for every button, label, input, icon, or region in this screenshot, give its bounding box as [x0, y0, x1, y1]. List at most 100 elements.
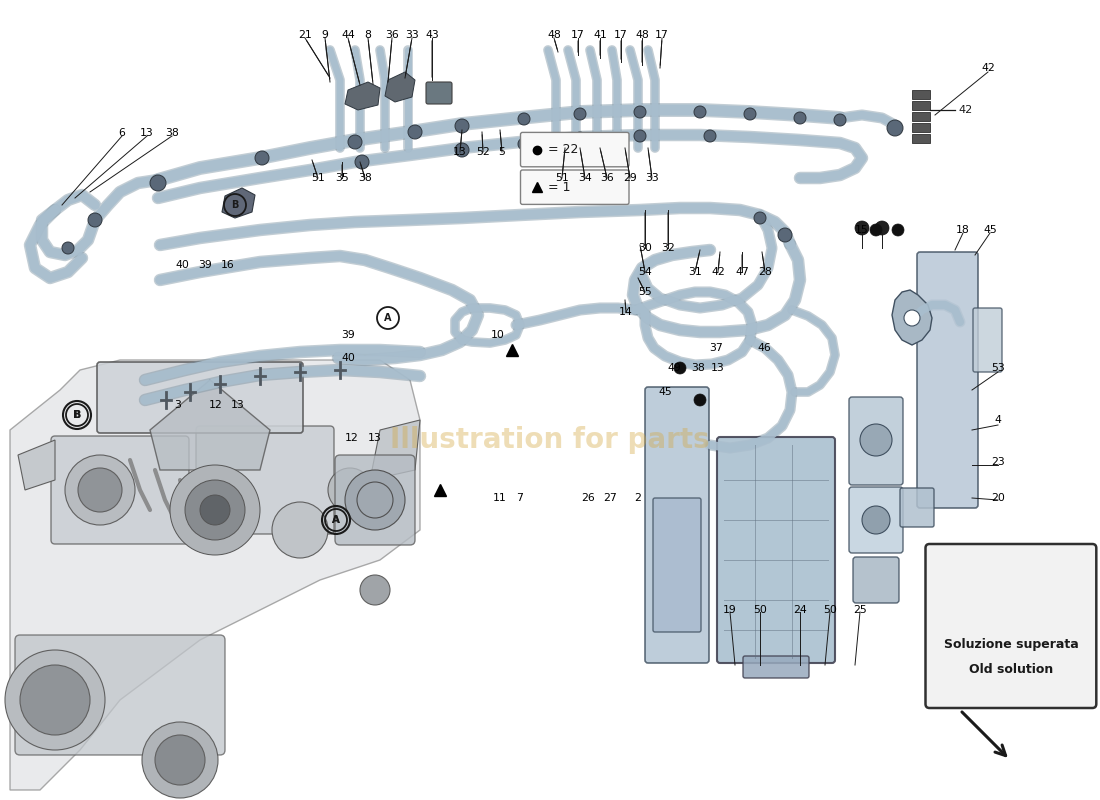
Text: 47: 47	[735, 267, 749, 277]
Circle shape	[574, 132, 586, 144]
Text: 5: 5	[498, 147, 505, 157]
Polygon shape	[370, 420, 420, 480]
FancyBboxPatch shape	[196, 426, 334, 534]
Text: 9: 9	[321, 30, 329, 40]
Text: Old solution: Old solution	[969, 663, 1053, 676]
Text: 16: 16	[221, 260, 235, 270]
Circle shape	[360, 575, 390, 605]
FancyBboxPatch shape	[336, 455, 415, 545]
Text: 3: 3	[175, 400, 182, 410]
Circle shape	[255, 151, 270, 165]
Circle shape	[185, 480, 245, 540]
Circle shape	[170, 465, 260, 555]
Text: 8: 8	[364, 30, 372, 40]
Circle shape	[142, 722, 218, 798]
FancyBboxPatch shape	[742, 656, 808, 678]
Circle shape	[150, 175, 166, 191]
Text: 13: 13	[368, 433, 382, 443]
Bar	[912, 90, 930, 99]
Circle shape	[634, 106, 646, 118]
FancyBboxPatch shape	[520, 170, 629, 204]
Circle shape	[200, 495, 230, 525]
Text: 44: 44	[341, 30, 355, 40]
Circle shape	[518, 138, 530, 150]
Circle shape	[862, 506, 890, 534]
Text: 27: 27	[603, 493, 617, 503]
Text: 17: 17	[614, 30, 628, 40]
Circle shape	[704, 130, 716, 142]
Text: 13: 13	[453, 147, 466, 157]
Text: 26: 26	[581, 493, 595, 503]
Circle shape	[345, 470, 405, 530]
Polygon shape	[18, 440, 55, 490]
Text: 45: 45	[983, 225, 997, 235]
Text: 17: 17	[571, 30, 585, 40]
Text: 43: 43	[425, 30, 439, 40]
Text: 40: 40	[175, 260, 189, 270]
Text: 40: 40	[341, 353, 355, 363]
Text: 33: 33	[405, 30, 419, 40]
Text: 6: 6	[119, 128, 125, 138]
FancyBboxPatch shape	[717, 437, 835, 663]
Circle shape	[874, 221, 889, 235]
Text: 52: 52	[476, 147, 490, 157]
Polygon shape	[150, 380, 270, 470]
Circle shape	[455, 143, 469, 157]
Text: = 22: = 22	[549, 143, 579, 156]
Polygon shape	[385, 72, 415, 102]
Text: 19: 19	[723, 605, 737, 615]
Text: 39: 39	[198, 260, 212, 270]
Text: 53: 53	[991, 363, 1005, 373]
Text: = 1: = 1	[549, 181, 571, 194]
Circle shape	[62, 242, 74, 254]
Circle shape	[355, 155, 368, 169]
Circle shape	[574, 108, 586, 120]
Text: 20: 20	[991, 493, 1005, 503]
Text: 10: 10	[491, 330, 505, 340]
Text: 55: 55	[638, 287, 652, 297]
Text: 11: 11	[493, 493, 507, 503]
Circle shape	[518, 113, 530, 125]
Text: 30: 30	[638, 243, 652, 253]
Circle shape	[6, 650, 104, 750]
Circle shape	[904, 310, 920, 326]
Circle shape	[834, 114, 846, 126]
Circle shape	[892, 224, 904, 236]
FancyBboxPatch shape	[15, 635, 225, 755]
FancyBboxPatch shape	[852, 557, 899, 603]
Polygon shape	[10, 360, 420, 790]
Circle shape	[155, 735, 205, 785]
Text: 42: 42	[711, 267, 725, 277]
Circle shape	[358, 482, 393, 518]
Text: 37: 37	[710, 343, 723, 353]
Circle shape	[887, 120, 903, 136]
Text: 31: 31	[689, 267, 702, 277]
Text: 13: 13	[711, 363, 725, 373]
Text: 23: 23	[991, 457, 1005, 467]
Text: 45: 45	[658, 387, 672, 397]
FancyBboxPatch shape	[917, 252, 978, 508]
Text: 39: 39	[341, 330, 355, 340]
Text: 33: 33	[645, 173, 659, 183]
Text: 38: 38	[691, 363, 705, 373]
Circle shape	[674, 362, 686, 374]
Text: 38: 38	[165, 128, 179, 138]
Text: 38: 38	[359, 173, 372, 183]
Circle shape	[88, 213, 102, 227]
Circle shape	[744, 108, 756, 120]
Text: Soluzione superata: Soluzione superata	[944, 638, 1078, 651]
Circle shape	[694, 394, 706, 406]
FancyBboxPatch shape	[51, 436, 189, 544]
Text: 42: 42	[981, 63, 994, 73]
Text: 12: 12	[209, 400, 223, 410]
Text: 21: 21	[298, 30, 312, 40]
Text: 13: 13	[231, 400, 245, 410]
Circle shape	[634, 130, 646, 142]
Text: 41: 41	[593, 30, 607, 40]
Text: 48: 48	[635, 30, 649, 40]
Text: 49: 49	[667, 363, 681, 373]
Text: 34: 34	[579, 173, 592, 183]
Bar	[912, 123, 930, 132]
Circle shape	[870, 224, 882, 236]
Text: 15: 15	[855, 225, 869, 235]
